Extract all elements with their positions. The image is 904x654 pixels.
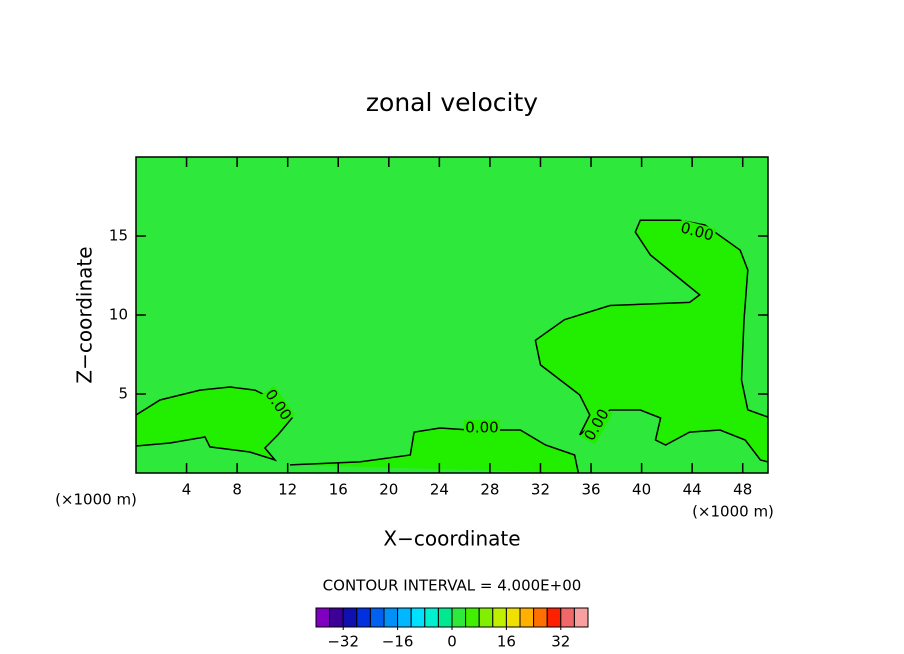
x-tick-label: 44 (683, 481, 702, 499)
colorbar-cell (342, 607, 358, 628)
x-tick-label: 40 (632, 481, 651, 499)
colorbar-cell (424, 607, 439, 628)
colorbar-cell (329, 607, 344, 628)
colorbar-cell (315, 607, 331, 628)
x-tick-label: 24 (430, 481, 449, 499)
y-tick-label: 5 (118, 385, 128, 403)
x-tick-label: 16 (329, 481, 348, 499)
colorbar-cell (397, 607, 412, 628)
chart-title: zonal velocity (366, 88, 538, 117)
x-axis-label: X−coordinate (383, 527, 520, 551)
x-tick-label: 20 (379, 481, 398, 499)
contour-line (534, 219, 768, 463)
colorbar-tick-label: −16 (382, 633, 414, 651)
colorbar-cell (492, 607, 507, 628)
colorbar-cell (383, 607, 399, 628)
x-tick-label: 48 (733, 481, 752, 499)
colorbar-cell (560, 607, 575, 628)
colorbar-tick-label: 32 (551, 633, 570, 651)
y-tick-label: 15 (109, 227, 128, 245)
contour-label-bg (581, 405, 613, 445)
colorbar-tick-label: 0 (447, 633, 457, 651)
y-axis-label: Z−coordinate (73, 246, 97, 383)
colorbar-cell (356, 607, 371, 628)
x-tick-label: 28 (480, 481, 499, 499)
x-tick-label: 4 (182, 481, 192, 499)
colorbar-cell (465, 607, 480, 628)
contour-line (136, 386, 294, 462)
contour-interval: CONTOUR INTERVAL = 4.000E+00 (323, 577, 582, 595)
x-tick-label: 12 (278, 481, 297, 499)
contour-label-bg (464, 420, 500, 436)
colorbar-cell (410, 607, 426, 628)
colorbar-cell (573, 607, 589, 628)
x-tick-label: 36 (581, 481, 600, 499)
colorbar-tick-label: −32 (327, 633, 359, 651)
colorbar-cell (546, 607, 562, 628)
contour-label-bg (261, 385, 295, 425)
x-unit-label: (×1000 m) (692, 503, 774, 521)
x-tick-label: 32 (531, 481, 550, 499)
contour-label: 0.00 (465, 419, 498, 437)
colorbar-tick-label: 16 (497, 633, 516, 651)
colorbar-cell (519, 607, 535, 628)
x-tick-label: 8 (232, 481, 242, 499)
colorbar-cell (437, 607, 453, 628)
colorbar-cell (369, 607, 385, 628)
y-tick-label: 10 (109, 306, 128, 324)
x-unit-label: (×1000 m) (55, 491, 137, 509)
colorbar-cell (478, 607, 494, 628)
colorbar-cell (505, 607, 521, 628)
contour-line (289, 427, 580, 473)
contour-label-bg (677, 219, 717, 245)
contour-fill (535, 220, 768, 462)
colorbar-cell (451, 607, 467, 628)
colorbar-cell (533, 607, 548, 628)
